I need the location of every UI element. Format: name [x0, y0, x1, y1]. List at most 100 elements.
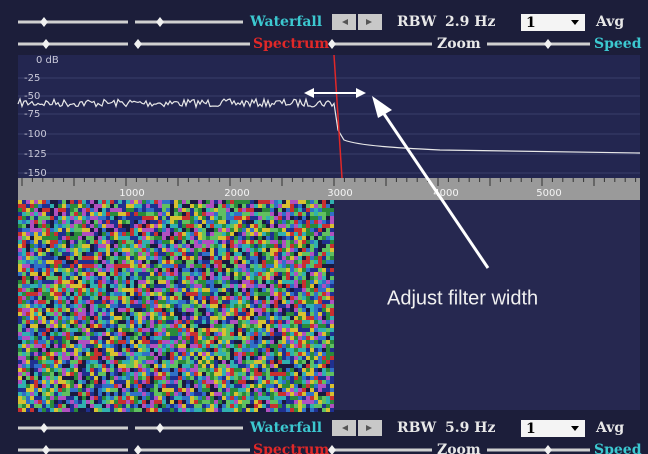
noise-cell — [90, 248, 94, 252]
noise-cell — [326, 284, 330, 288]
noise-cell — [110, 352, 114, 356]
noise-cell — [70, 340, 74, 344]
noise-cell — [330, 224, 334, 228]
noise-cell — [98, 360, 102, 364]
noise-cell — [30, 368, 34, 372]
noise-cell — [274, 240, 278, 244]
noise-cell — [86, 388, 90, 392]
noise-cell — [58, 364, 62, 368]
noise-cell — [326, 392, 330, 396]
noise-cell — [134, 284, 138, 288]
noise-cell — [258, 272, 262, 276]
noise-cell — [266, 256, 270, 260]
noise-cell — [326, 236, 330, 240]
noise-cell — [218, 360, 222, 364]
noise-cell — [266, 240, 270, 244]
waterfall-label[interactable]: Waterfall — [249, 420, 322, 436]
noise-cell — [174, 248, 178, 252]
noise-cell — [162, 224, 166, 228]
noise-cell — [146, 356, 150, 360]
noise-cell — [206, 388, 210, 392]
noise-cell — [126, 340, 130, 344]
noise-cell — [54, 408, 58, 412]
noise-cell — [18, 240, 22, 244]
noise-cell — [310, 320, 314, 324]
noise-cell — [114, 284, 118, 288]
noise-cell — [270, 404, 274, 408]
noise-cell — [66, 348, 70, 352]
noise-cell — [150, 384, 154, 388]
noise-cell — [26, 360, 30, 364]
noise-cell — [202, 324, 206, 328]
noise-cell — [34, 376, 38, 380]
noise-cell — [286, 288, 290, 292]
noise-cell — [258, 264, 262, 268]
waterfall-label[interactable]: Waterfall — [249, 14, 322, 30]
noise-cell — [290, 408, 294, 412]
noise-cell — [266, 260, 270, 264]
noise-cell — [186, 272, 190, 276]
noise-cell — [306, 296, 310, 300]
noise-cell — [186, 264, 190, 268]
noise-cell — [42, 404, 46, 408]
noise-cell — [142, 344, 146, 348]
noise-cell — [330, 372, 334, 376]
noise-cell — [254, 212, 258, 216]
noise-cell — [318, 248, 322, 252]
noise-cell — [54, 224, 58, 228]
noise-cell — [310, 268, 314, 272]
noise-cell — [166, 200, 170, 204]
noise-cell — [162, 340, 166, 344]
noise-cell — [90, 300, 94, 304]
noise-cell — [294, 352, 298, 356]
noise-cell — [82, 240, 86, 244]
noise-cell — [134, 212, 138, 216]
noise-cell — [102, 204, 106, 208]
noise-cell — [170, 232, 174, 236]
noise-cell — [62, 408, 66, 412]
spectrum-label[interactable]: Spectrum — [253, 442, 329, 454]
noise-cell — [214, 388, 218, 392]
noise-cell — [50, 396, 54, 400]
avg-value[interactable]: 1 — [526, 421, 536, 437]
noise-cell — [194, 304, 198, 308]
noise-cell — [186, 232, 190, 236]
noise-cell — [246, 256, 250, 260]
noise-cell — [130, 328, 134, 332]
noise-cell — [110, 216, 114, 220]
noise-cell — [110, 320, 114, 324]
noise-cell — [82, 384, 86, 388]
noise-cell — [22, 344, 26, 348]
noise-cell — [34, 256, 38, 260]
noise-cell — [110, 384, 114, 388]
noise-cell — [178, 240, 182, 244]
noise-cell — [150, 312, 154, 316]
noise-cell — [78, 396, 82, 400]
noise-cell — [94, 288, 98, 292]
noise-cell — [194, 276, 198, 280]
noise-cell — [178, 344, 182, 348]
noise-cell — [254, 240, 258, 244]
noise-cell — [198, 400, 202, 404]
noise-cell — [146, 272, 150, 276]
noise-cell — [226, 204, 230, 208]
noise-cell — [106, 288, 110, 292]
noise-cell — [202, 328, 206, 332]
noise-cell — [330, 208, 334, 212]
noise-cell — [270, 300, 274, 304]
avg-value[interactable]: 1 — [526, 15, 536, 31]
noise-cell — [42, 308, 46, 312]
noise-cell — [114, 244, 118, 248]
noise-cell — [238, 328, 242, 332]
noise-cell — [194, 288, 198, 292]
noise-cell — [114, 328, 118, 332]
noise-cell — [238, 224, 242, 228]
noise-cell — [210, 392, 214, 396]
noise-cell — [86, 260, 90, 264]
spectrum-label[interactable]: Spectrum — [253, 36, 329, 52]
noise-cell — [322, 360, 326, 364]
noise-cell — [246, 328, 250, 332]
noise-cell — [86, 300, 90, 304]
noise-cell — [214, 396, 218, 400]
noise-cell — [286, 260, 290, 264]
